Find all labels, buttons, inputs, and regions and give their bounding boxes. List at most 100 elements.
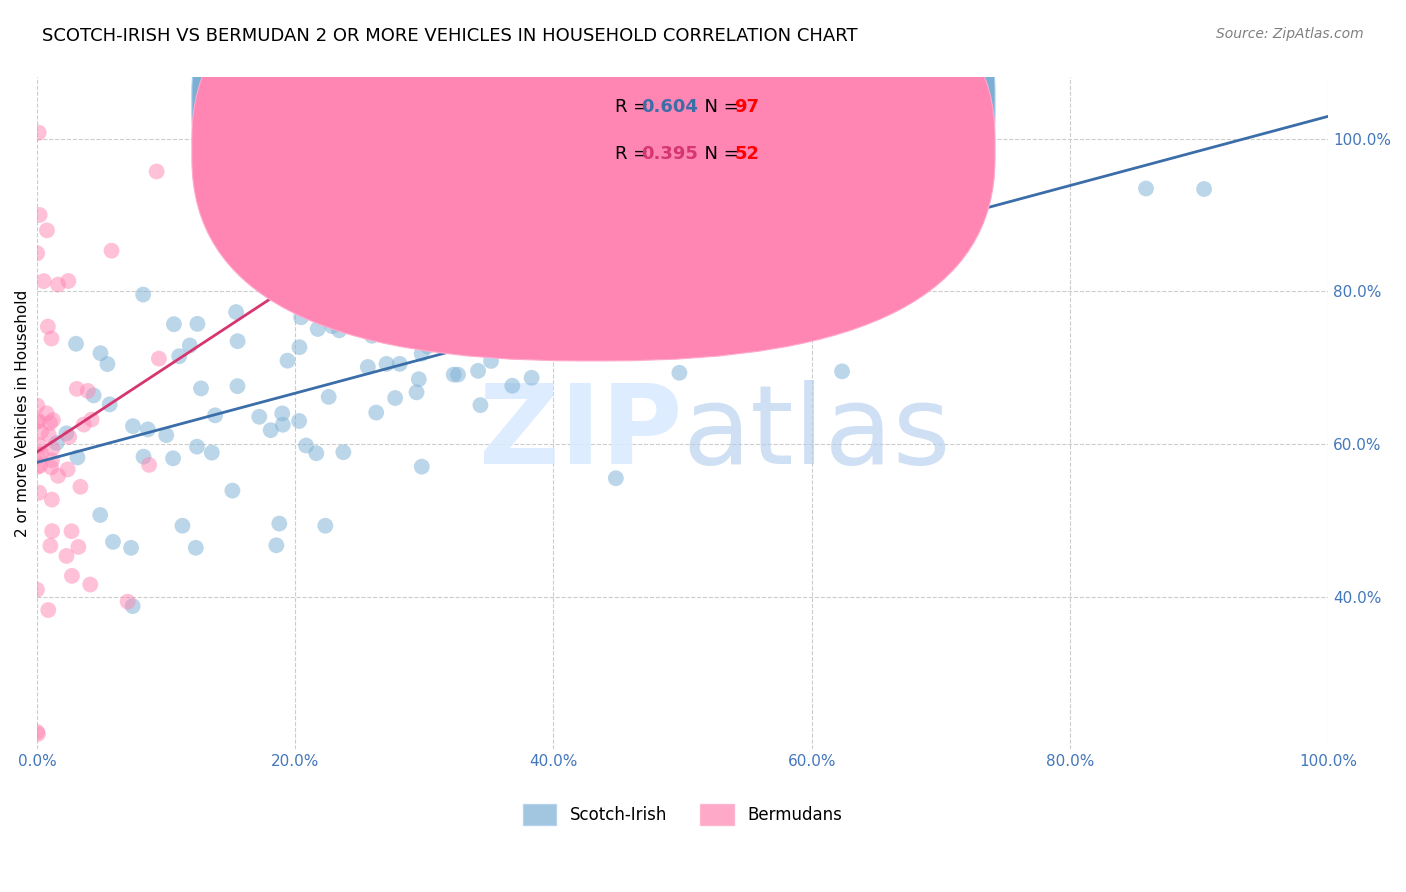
Point [138, 458, 160, 472]
Point [558, 239, 581, 253]
Point [67, 540, 90, 554]
Point [271, 406, 294, 420]
Point [190, 381, 212, 395]
Point [668, 366, 690, 380]
Point [89, 346, 111, 360]
Point [28, 414, 51, 428]
Point [501, 378, 523, 392]
Point [179, 338, 201, 352]
Point [60, 524, 83, 539]
Point [295, 438, 318, 452]
Point [28, 485, 51, 500]
Point [328, 323, 350, 337]
Point [1192, 182, 1215, 196]
Point [69, 480, 91, 494]
Point [32, 274, 55, 288]
Point [60, 569, 83, 583]
Text: 52: 52 [734, 145, 759, 162]
Point [25, 725, 48, 739]
Point [408, 372, 430, 386]
Point [25, 246, 48, 260]
Point [288, 340, 311, 354]
Point [387, 317, 409, 331]
Text: 0.395: 0.395 [641, 145, 699, 162]
Point [27, 399, 49, 413]
Point [381, 311, 404, 326]
Point [65, 336, 87, 351]
Point [167, 349, 190, 363]
Point [186, 317, 208, 331]
Point [132, 287, 155, 301]
Point [269, 516, 291, 531]
Point [762, 272, 785, 286]
Text: R =: R = [616, 145, 654, 162]
Point [368, 308, 391, 322]
Point [260, 423, 283, 437]
Text: Source: ZipAtlas.com: Source: ZipAtlas.com [1216, 27, 1364, 41]
Point [411, 347, 433, 361]
Point [25, 460, 48, 475]
Point [120, 541, 142, 555]
Point [66, 382, 89, 396]
Point [73, 417, 96, 432]
Point [25, 582, 48, 597]
Point [553, 313, 575, 327]
Point [30, 447, 52, 461]
Point [375, 357, 398, 371]
Point [83, 388, 105, 402]
Point [307, 322, 329, 336]
Point [27, 727, 49, 741]
Point [204, 409, 226, 423]
Point [27, 447, 49, 461]
Text: N =: N = [693, 145, 744, 162]
Point [55, 549, 77, 563]
Point [41, 453, 63, 467]
Point [172, 518, 194, 533]
Point [488, 309, 510, 323]
Point [136, 422, 159, 436]
Point [39, 460, 62, 475]
Text: 0.604: 0.604 [641, 97, 699, 116]
Point [35, 223, 58, 237]
Point [80, 412, 103, 426]
Point [605, 471, 627, 485]
Point [357, 359, 380, 374]
Legend: Scotch-Irish, Bermudans: Scotch-Irish, Bermudans [516, 797, 849, 831]
Point [27, 415, 49, 429]
Point [276, 353, 298, 368]
Point [155, 428, 177, 442]
FancyBboxPatch shape [560, 78, 824, 175]
Point [37, 319, 59, 334]
Point [184, 541, 207, 555]
Point [35, 406, 58, 420]
Point [288, 414, 311, 428]
Point [98, 397, 121, 411]
Point [101, 534, 124, 549]
Point [145, 164, 167, 178]
Point [600, 221, 623, 235]
Point [28, 438, 51, 452]
Point [46, 468, 69, 483]
Point [28, 208, 51, 222]
Point [332, 445, 354, 459]
Point [58, 430, 80, 444]
Point [318, 390, 340, 404]
Point [305, 446, 328, 460]
Point [39, 416, 62, 430]
Point [411, 459, 433, 474]
Point [478, 314, 501, 328]
Point [30, 425, 52, 439]
Point [76, 384, 98, 398]
Point [405, 296, 427, 310]
Point [226, 379, 249, 393]
Point [290, 310, 312, 325]
Point [41, 442, 63, 456]
Point [703, 240, 725, 254]
Text: ZIP: ZIP [479, 380, 682, 487]
Point [245, 254, 267, 268]
Point [366, 406, 388, 420]
Point [479, 354, 502, 368]
Point [45, 436, 67, 450]
Point [437, 339, 460, 353]
Point [1135, 181, 1157, 195]
